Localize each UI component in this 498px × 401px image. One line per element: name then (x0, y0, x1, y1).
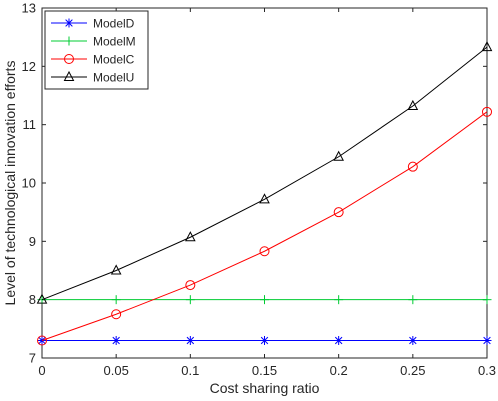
data-point-modeld (185, 336, 195, 345)
asterisk-marker-d2 (65, 19, 73, 27)
triangle-marker (481, 41, 493, 52)
legend: ModelD ModelM ModelC ModelU (44, 10, 149, 90)
data-point-modelc (37, 335, 47, 346)
data-point-modelm (482, 295, 492, 305)
triangle-marker (185, 231, 196, 242)
y-tick-label: 12 (22, 59, 36, 74)
circle-marker (259, 246, 270, 257)
data-point-modelu (36, 293, 48, 304)
data-point-modelu (259, 193, 270, 204)
x-axis: 0 0.05 0.1 0.15 0.2 0.25 0.3 (38, 8, 496, 378)
y-axis: 7 8 9 10 11 12 13 (22, 1, 487, 366)
legend-entry-modeld: ModelD (51, 17, 135, 31)
series-modelu (36, 41, 493, 304)
data-point-modelc (111, 309, 122, 320)
data-point-modelc (333, 207, 344, 218)
triangle-marker (63, 70, 75, 81)
circle-marker (407, 161, 418, 172)
legend-box (44, 10, 149, 90)
data-point-modelc (185, 280, 196, 291)
triangle-marker (36, 293, 48, 304)
y-tick-label: 10 (22, 176, 36, 191)
circle-marker (185, 280, 196, 291)
data-point-modelu (481, 41, 493, 52)
series-modelm (37, 295, 492, 305)
data-point-modelm (111, 295, 121, 305)
legend-entry-modelm: ModelM (51, 35, 136, 49)
data-point-modeld (334, 336, 344, 345)
x-tick-label: 0.3 (478, 363, 496, 378)
legend-label-modeld: ModelD (93, 17, 135, 31)
data-point-modelm (260, 295, 269, 305)
data-point-modelm (408, 295, 418, 305)
series-line-modelu (41, 46, 488, 301)
legend-entry-modelc: ModelC (51, 53, 135, 67)
x-tick-label: 0.1 (181, 363, 199, 378)
circle-marker (64, 54, 74, 64)
series-layer (36, 41, 493, 346)
series-modeld (37, 336, 492, 345)
data-point-modelc (407, 161, 418, 172)
asterisk-marker-d2 (409, 336, 417, 345)
triangle-marker (407, 99, 419, 110)
circle-marker (333, 207, 344, 218)
asterisk-marker-d2 (260, 336, 269, 345)
y-axis-title: Level of technological innovation effort… (2, 61, 18, 306)
triangle-marker (333, 150, 344, 161)
data-point-modelm (185, 295, 195, 305)
data-point-modeld (111, 336, 121, 345)
triangle-marker (259, 193, 270, 204)
legend-marker-modelc (64, 54, 74, 64)
legend-label-modelu: ModelU (93, 71, 134, 85)
x-tick-label: 0.15 (252, 363, 277, 378)
triangle-marker (110, 264, 122, 275)
data-point-modelc (482, 106, 492, 117)
legend-entry-modelu: ModelU (51, 71, 134, 85)
y-tick-label: 9 (29, 234, 36, 249)
data-point-modelu (333, 150, 344, 161)
circle-marker (111, 309, 122, 320)
circle-marker (37, 335, 47, 346)
y-tick-label: 7 (29, 351, 36, 366)
legend-label-modelm: ModelM (93, 35, 136, 49)
asterisk-marker-d2 (334, 336, 343, 345)
data-point-modelu (185, 231, 196, 242)
legend-marker-modelu (63, 70, 75, 81)
asterisk-marker-d2 (186, 336, 195, 345)
data-point-modelu (407, 99, 419, 110)
data-point-modeld (482, 336, 492, 345)
asterisk-marker-d2 (483, 336, 491, 345)
data-point-modelu (110, 264, 122, 275)
x-axis-title: Cost sharing ratio (210, 380, 320, 396)
legend-marker-modelm (64, 36, 74, 46)
data-point-modeld (408, 336, 418, 345)
x-tick-label: 0.05 (104, 363, 129, 378)
y-tick-label: 8 (29, 292, 36, 307)
data-point-modelm (334, 295, 344, 305)
x-tick-label: 0 (38, 363, 45, 378)
circle-marker (482, 106, 492, 117)
y-tick-label: 13 (22, 1, 36, 16)
series-modelc (37, 106, 492, 346)
y-tick-label: 11 (23, 117, 37, 132)
x-tick-label: 0.2 (330, 363, 348, 378)
legend-label-modelc: ModelC (93, 53, 135, 67)
asterisk-marker-d2 (112, 336, 120, 345)
data-point-modelc (259, 246, 270, 257)
x-tick-label: 0.25 (400, 363, 425, 378)
series-line-modelc (41, 111, 488, 341)
legend-marker-modeld (64, 18, 74, 28)
data-point-modeld (260, 336, 269, 345)
